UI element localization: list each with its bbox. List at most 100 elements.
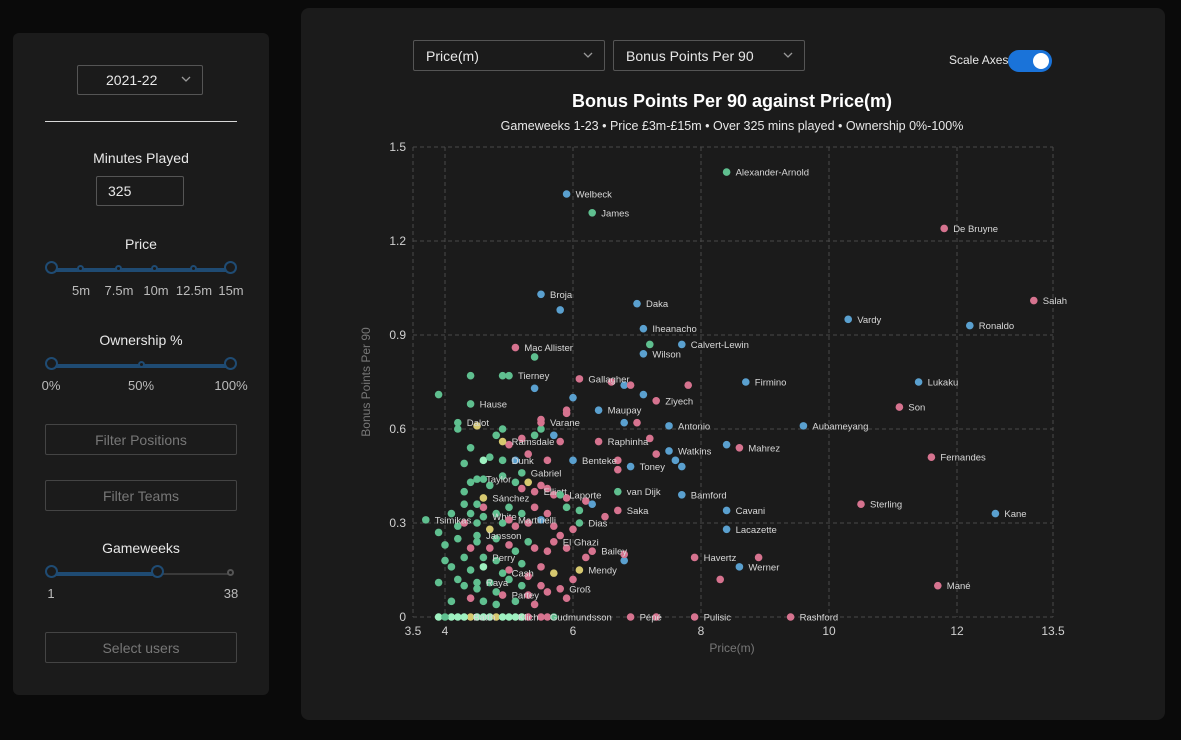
point-label: Gallagher: [588, 374, 629, 385]
gameweeks-min-handle[interactable]: [45, 565, 58, 578]
point-label: Raphinha: [608, 437, 649, 448]
data-point: [537, 481, 545, 490]
minutes-label: Minutes Played: [93, 150, 189, 166]
data-point: [524, 613, 532, 621]
data-point: [486, 578, 494, 587]
data-point: [518, 509, 526, 518]
point-label: Ziyech: [665, 396, 693, 407]
data-point: [422, 516, 430, 524]
data-point: [844, 315, 852, 324]
point-label: Lukaku: [928, 378, 959, 389]
point-label: Pulisic: [704, 613, 732, 624]
price-mark: 5m: [71, 283, 91, 298]
season-select[interactable]: 2021-22: [77, 65, 203, 95]
data-point: [505, 613, 513, 621]
data-point: [447, 597, 456, 606]
data-point: [524, 538, 532, 546]
data-point: [537, 290, 545, 299]
data-point: [466, 400, 475, 408]
data-point: [722, 440, 731, 449]
data-point: [722, 168, 731, 176]
data-point: [543, 613, 552, 621]
ownership-min-handle[interactable]: [45, 357, 58, 370]
point-label: Hause: [480, 399, 507, 410]
data-point: [626, 462, 635, 471]
data-point: [492, 613, 500, 621]
data-point: [524, 519, 532, 527]
point-label: van Dijk: [627, 487, 661, 498]
data-point: [454, 575, 462, 584]
data-point: [511, 456, 520, 465]
data-point: [473, 531, 481, 540]
data-point: [626, 613, 635, 621]
price-max-handle[interactable]: [224, 261, 237, 274]
y-axis-select[interactable]: Bonus Points Per 90: [613, 40, 805, 71]
data-point: [434, 390, 443, 399]
gameweeks-slider[interactable]: [45, 565, 234, 582]
data-point: [492, 556, 500, 565]
data-point: [582, 553, 590, 562]
point-label: Sterling: [870, 500, 902, 511]
data-point: [786, 613, 795, 621]
data-point: [562, 594, 571, 602]
price-mark: 15m: [218, 283, 244, 298]
point-label: Ronaldo: [979, 321, 1014, 332]
data-point: [492, 431, 500, 440]
data-point: [486, 613, 494, 621]
point-label: Dalot: [467, 418, 490, 429]
ownership-label: Ownership %: [99, 332, 183, 348]
data-point: [607, 378, 616, 386]
data-point: [556, 585, 564, 593]
price-mark: 7.5m: [104, 283, 134, 298]
gameweeks-max-handle[interactable]: [151, 565, 164, 578]
point-label: Son: [908, 403, 925, 414]
x-axis-select[interactable]: Price(m): [413, 40, 605, 71]
data-point: [722, 525, 731, 534]
price-label: Price: [125, 236, 157, 252]
data-point: [486, 453, 494, 462]
scale-axes-toggle[interactable]: [1008, 50, 1052, 72]
points: Alexander-Arnold Welbeck James De Bruyne Bro…: [422, 168, 1067, 624]
data-point: [479, 613, 488, 621]
data-point: [466, 478, 475, 487]
data-point: [575, 375, 584, 383]
y-tick-label: 0.3: [389, 516, 406, 530]
price-min-handle[interactable]: [45, 261, 58, 274]
data-point: [735, 563, 744, 571]
data-point: [460, 487, 468, 496]
data-point: [543, 484, 552, 493]
season-value: 2021-22: [106, 72, 158, 88]
filter-teams-button[interactable]: Filter Teams: [45, 480, 237, 511]
ownership-max-handle[interactable]: [224, 357, 237, 370]
data-point: [537, 516, 545, 524]
data-point: [460, 613, 468, 621]
scatter-chart: Bonus Points Per 90 against Price(m) Gam…: [359, 91, 1067, 655]
data-point: [505, 566, 513, 574]
point-label: Elliott: [544, 487, 568, 498]
data-point: [550, 491, 558, 499]
minutes-input[interactable]: [96, 176, 184, 206]
price-mark-dot: [77, 265, 84, 272]
data-point: [614, 465, 622, 474]
data-point: [454, 534, 462, 543]
data-point: [530, 487, 539, 496]
data-point: [479, 503, 488, 512]
data-point: [460, 519, 468, 527]
point-label: Calvert-Lewin: [691, 340, 749, 351]
data-point: [556, 531, 564, 540]
y-tick-label: 0.6: [389, 422, 406, 436]
data-point: [505, 575, 513, 584]
select-users-button[interactable]: Select users: [45, 632, 237, 663]
data-point: [511, 547, 520, 555]
filter-positions-button[interactable]: Filter Positions: [45, 424, 237, 455]
data-point: [479, 475, 488, 483]
data-point: [511, 478, 520, 487]
point-label: Dias: [588, 519, 607, 530]
data-point: [505, 440, 513, 449]
data-point: [556, 437, 564, 446]
point-label: Perry: [492, 553, 515, 564]
price-slider[interactable]: [45, 261, 237, 278]
data-point: [562, 544, 571, 552]
ownership-slider[interactable]: [45, 357, 237, 374]
point-label: Tierney: [518, 371, 550, 382]
